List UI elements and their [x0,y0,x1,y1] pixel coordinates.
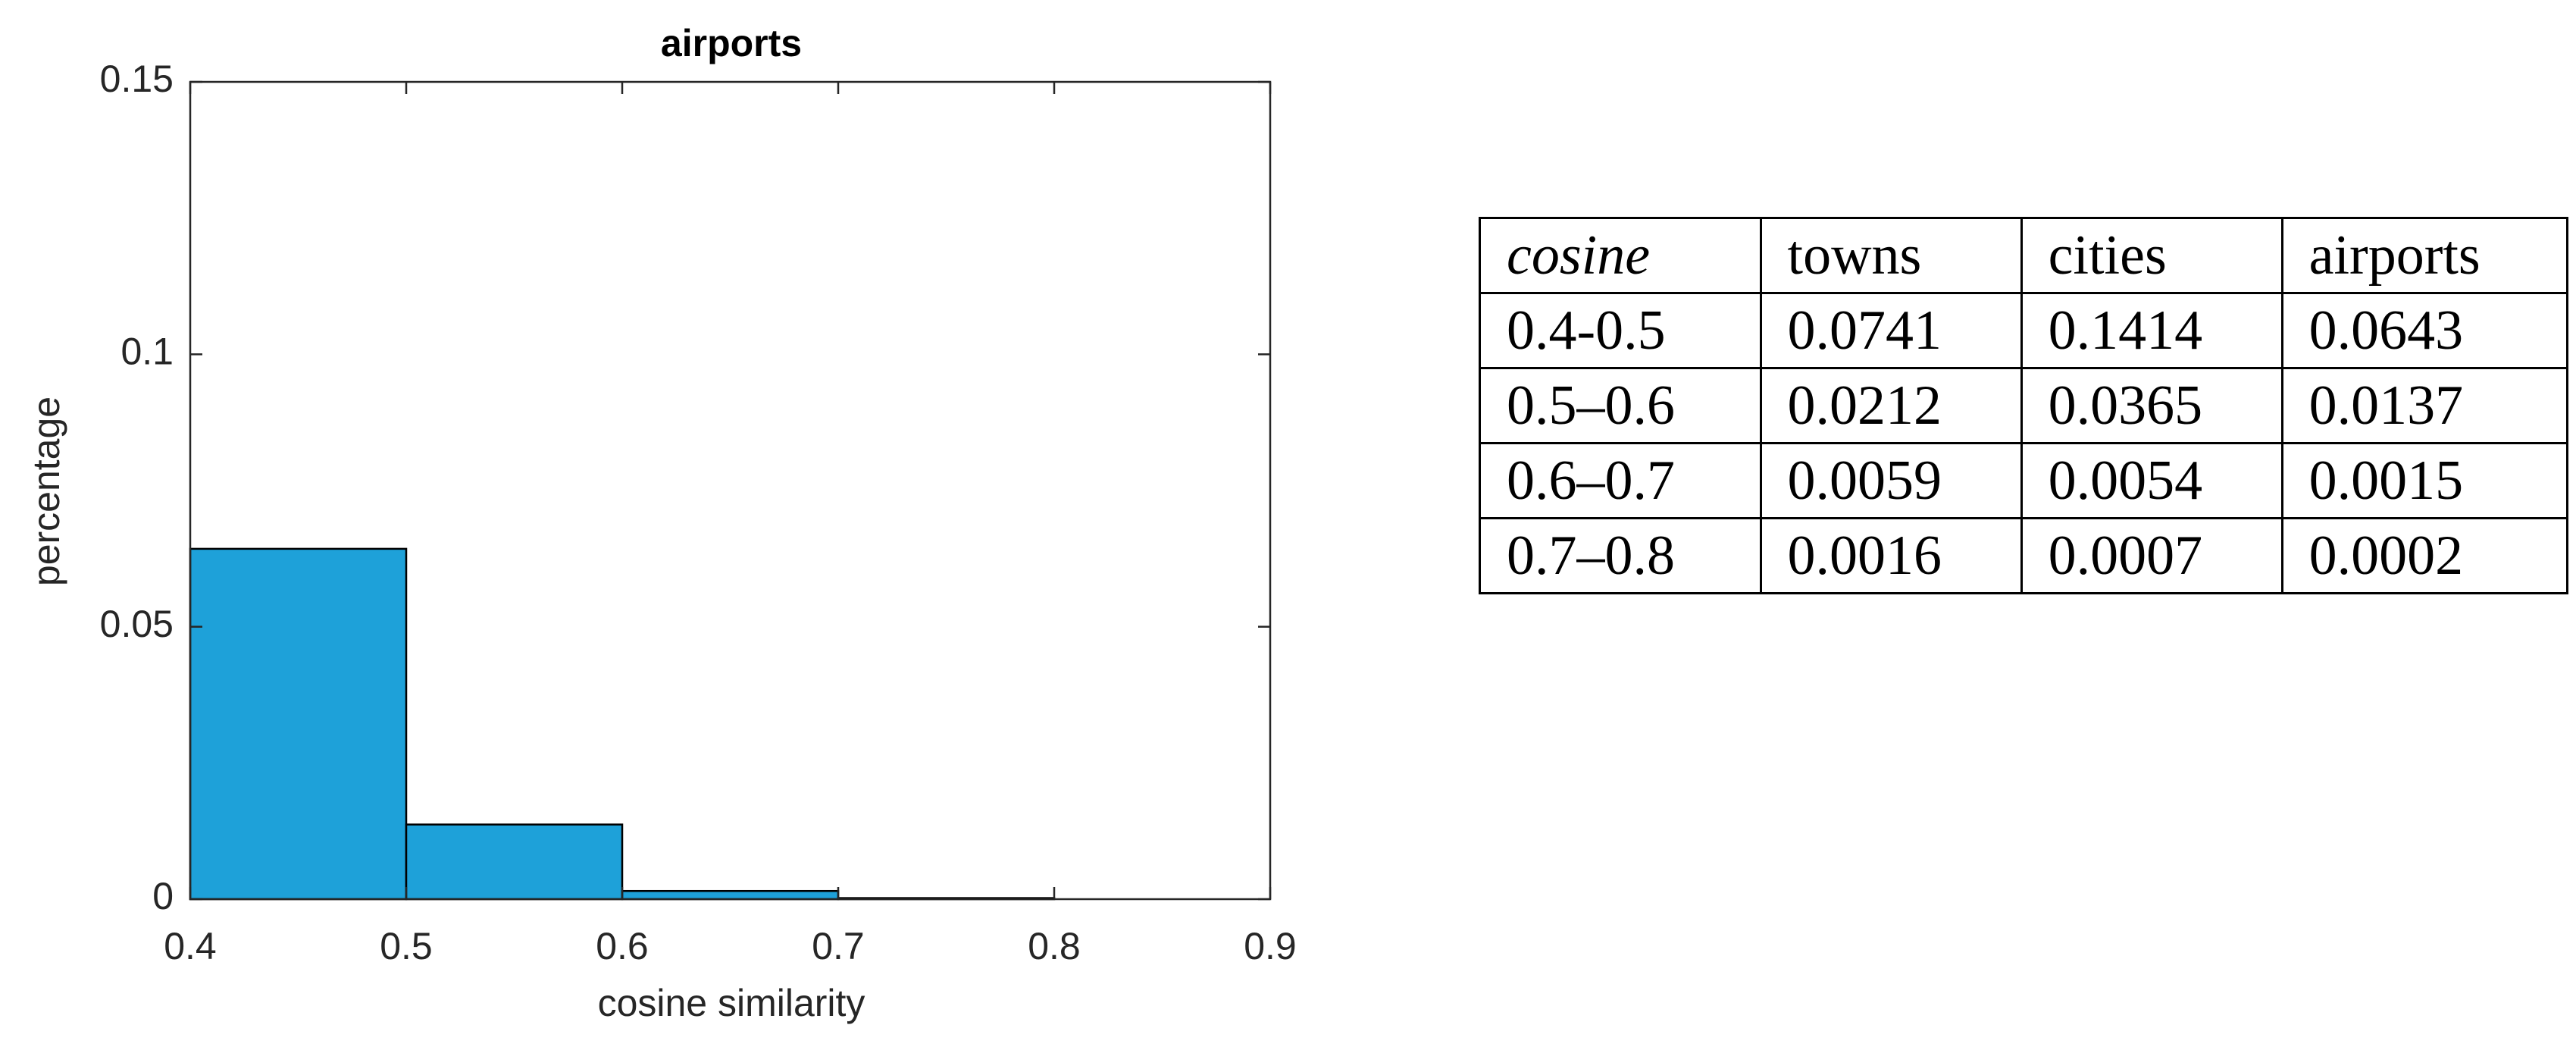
table-header-row: cosine towns cities airports [1479,217,2569,294]
x-tick-label: 0.7 [812,925,865,967]
x-tick-label: 0.6 [596,925,649,967]
chart-title: airports [661,22,802,64]
chart: airports cosine similarity percentage 0.… [25,22,1297,1024]
y-tick-label: 0.05 [100,603,174,645]
table-cell: 0.6–0.7 [1479,442,1762,519]
bar [405,823,624,901]
table-cell: 0.0007 [2020,517,2283,594]
table-cell: 0.0002 [2280,517,2569,594]
table-cell: 0.0741 [1759,292,2023,369]
table-cell: cities [2020,217,2283,294]
table-cell: 0.0365 [2020,367,2283,444]
table-cell: 0.4-0.5 [1479,292,1762,369]
table-cell: 0.0643 [2280,292,2569,369]
table-row: 0.7–0.8 0.0016 0.0007 0.0002 [1479,517,2569,594]
table-cell: airports [2280,217,2569,294]
table-cell: 0.0015 [2280,442,2569,519]
y-tick-label: 0 [152,875,174,917]
table-cell: 0.5–0.6 [1479,367,1762,444]
table-cell: 0.7–0.8 [1479,517,1762,594]
plot-frame [189,80,1272,901]
y-tick-label: 0.1 [121,331,174,373]
table-row: 0.4-0.5 0.0741 0.1414 0.0643 [1479,292,2569,369]
y-axis-label: percentage [25,397,67,586]
table-row: 0.5–0.6 0.0212 0.0365 0.0137 [1479,367,2569,444]
table-cell: 0.1414 [2020,292,2283,369]
table-cell: cosine [1479,217,1762,294]
y-tick-label: 0.15 [100,58,174,100]
table-cell: 0.0212 [1759,367,2023,444]
x-axis-label: cosine similarity [598,982,865,1024]
data-table: cosine towns cities airports 0.4-0.5 0.0741 0.… [1479,217,2569,594]
bar [189,547,408,901]
table-cell: 0.0016 [1759,517,2023,594]
x-tick-label: 0.9 [1244,925,1297,967]
table-cell: 0.0059 [1759,442,2023,519]
x-tick-label: 0.5 [380,925,433,967]
table-cell: 0.0054 [2020,442,2283,519]
x-tick-label: 0.8 [1028,925,1081,967]
x-tick-label: 0.4 [164,925,217,967]
table-cell: 0.0137 [2280,367,2569,444]
table-cell: towns [1759,217,2023,294]
bar [621,889,840,901]
table-row: 0.6–0.7 0.0059 0.0054 0.0015 [1479,442,2569,519]
